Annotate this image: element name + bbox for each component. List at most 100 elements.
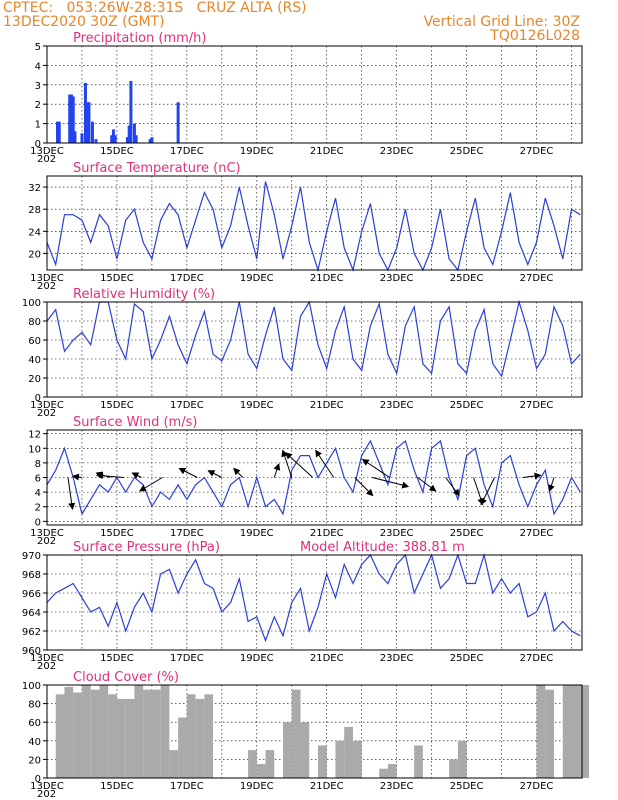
y-tick-label: 964 (22, 608, 41, 619)
wind-vector (67, 477, 76, 510)
x-tick-label: 23DEC (380, 146, 414, 157)
cloud-cover-bar (352, 740, 362, 778)
wind-vector (354, 477, 374, 497)
x-tick-label: 21DEC (310, 653, 344, 664)
x-year-label: 202 (37, 536, 56, 547)
x-tick-label: 27DEC (520, 781, 554, 792)
cloud-cover-bar (160, 685, 170, 778)
x-tick-label: 13DEC (30, 273, 64, 284)
y-tick-label: 24 (28, 227, 41, 238)
x-tick-label: 15DEC (100, 653, 134, 664)
cloud-cover-bar (186, 694, 196, 778)
x-tick-label: 25DEC (450, 653, 484, 664)
y-tick-label: 60 (28, 336, 41, 347)
y-tick-label: 6 (35, 474, 41, 485)
panel-frame (46, 45, 583, 144)
header-grid-note: Vertical Grid Line: 30Z (423, 14, 580, 30)
y-tick-label: 100 (22, 298, 41, 309)
cloud-cover-bar (99, 685, 109, 778)
x-year-label: 202 (37, 661, 56, 672)
cloud-cover-bar (81, 685, 91, 778)
panel-annotation: Model Altitude: 388.81 m (300, 540, 465, 555)
x-tick-label: 23DEC (380, 781, 414, 792)
cloud-cover-bar (344, 726, 353, 778)
cloud-cover-bar (204, 694, 214, 778)
y-tick-label: 20 (28, 755, 41, 766)
x-tick-label: 17DEC (170, 528, 204, 539)
y-tick-label: 968 (22, 570, 41, 581)
cloud-cover-bar (151, 689, 161, 778)
x-tick-label: 25DEC (450, 400, 484, 411)
x-tick-label: 23DEC (380, 528, 414, 539)
precipitation-bar (110, 135, 114, 143)
y-tick-label: 10 (28, 444, 41, 455)
precipitation-bar (90, 121, 94, 143)
y-tick-label: 5 (35, 42, 41, 53)
cloud-cover-bar (265, 750, 275, 778)
y-tick-label: 0 (35, 139, 41, 150)
x-tick-label: 23DEC (380, 400, 414, 411)
precipitation-bar (69, 94, 73, 143)
y-tick-label: 962 (22, 627, 41, 638)
panel-frame (46, 301, 583, 398)
cloud-cover-bar (300, 722, 310, 778)
x-tick-label: 23DEC (380, 273, 414, 284)
x-tick-label: 27DEC (520, 528, 554, 539)
cloud-cover-bar (169, 750, 179, 778)
cloud-cover-bar (125, 698, 135, 778)
y-tick-label: 32 (28, 183, 41, 194)
cloud-cover-bar (449, 759, 458, 778)
cloud-cover-bar (571, 685, 581, 778)
cloud-cover-bar (248, 750, 257, 778)
x-tick-label: 27DEC (520, 146, 554, 157)
wind-vector (417, 477, 437, 492)
x-tick-label: 25DEC (450, 528, 484, 539)
x-tick-label: 17DEC (170, 146, 204, 157)
x-tick-label: 21DEC (310, 528, 344, 539)
panel-title: Surface Pressure (hPa) (73, 540, 220, 555)
x-tick-label: 17DEC (170, 273, 204, 284)
precipitation-bar (132, 123, 136, 143)
y-tick-label: 8 (35, 459, 41, 470)
wind-vector (273, 463, 281, 478)
cloud-cover-bar (457, 740, 467, 778)
x-year-label: 202 (37, 154, 56, 165)
y-tick-label: 0 (35, 393, 41, 404)
cloud-cover-bar (283, 722, 292, 778)
panel-title: Surface Wind (m/s) (73, 415, 197, 430)
y-tick-label: 100 (22, 681, 41, 692)
cloud-cover-bar (64, 686, 74, 778)
x-tick-label: 17DEC (170, 781, 204, 792)
x-tick-label: 27DEC (520, 400, 554, 411)
cloud-cover-bar (562, 685, 572, 778)
x-year-label: 202 (37, 281, 56, 292)
header-station: CPTEC: 053:26W-28:31S CRUZ ALTA (RS) (3, 0, 307, 16)
precipitation-bar (80, 133, 84, 143)
cloud-cover-bar (580, 685, 589, 778)
wind-vector (480, 477, 496, 506)
precipitation-bar (87, 102, 91, 143)
y-tick-label: 4 (35, 488, 41, 499)
wind-vector (361, 458, 390, 478)
wind-vector (281, 449, 293, 478)
cloud-cover-bar (116, 698, 126, 778)
x-tick-label: 17DEC (170, 653, 204, 664)
precipitation-bar (83, 82, 87, 143)
x-tick-label: 15DEC (100, 400, 134, 411)
series-line-1 (46, 181, 581, 273)
cloud-cover-bar (108, 694, 117, 778)
x-tick-label: 25DEC (450, 146, 484, 157)
x-tick-label: 27DEC (520, 653, 554, 664)
precipitation-bar (94, 139, 98, 143)
x-tick-label: 15DEC (100, 528, 134, 539)
x-tick-label: 21DEC (310, 146, 344, 157)
wind-vector (95, 472, 124, 480)
cloud-cover-bar (414, 745, 423, 778)
precipitation-bar (57, 121, 61, 143)
y-tick-label: 40 (28, 355, 41, 366)
precipitation-bar (127, 125, 131, 143)
wind-vector (233, 467, 244, 478)
panel-title: Surface Temperature (nC) (73, 161, 241, 176)
precipitation-bar (113, 135, 117, 143)
panel-frame (46, 175, 583, 271)
